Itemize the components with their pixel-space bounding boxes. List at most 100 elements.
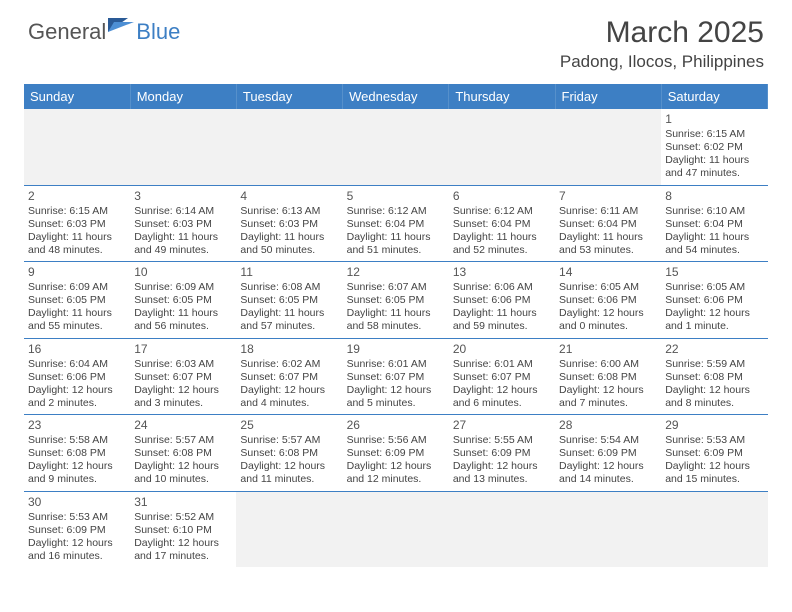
day-number: 21 bbox=[559, 342, 657, 357]
daylight-text: Daylight: 11 hours and 50 minutes. bbox=[240, 231, 338, 257]
weekday-header: Monday bbox=[130, 84, 236, 109]
sunrise-text: Sunrise: 6:14 AM bbox=[134, 205, 232, 218]
sunrise-text: Sunrise: 5:58 AM bbox=[28, 434, 126, 447]
sunset-text: Sunset: 6:07 PM bbox=[134, 371, 232, 384]
calendar-row: 9Sunrise: 6:09 AMSunset: 6:05 PMDaylight… bbox=[24, 262, 768, 339]
sunset-text: Sunset: 6:09 PM bbox=[665, 447, 763, 460]
daylight-text: Daylight: 11 hours and 56 minutes. bbox=[134, 307, 232, 333]
day-number: 18 bbox=[240, 342, 338, 357]
daylight-text: Daylight: 11 hours and 49 minutes. bbox=[134, 231, 232, 257]
calendar-cell: 22Sunrise: 5:59 AMSunset: 6:08 PMDayligh… bbox=[661, 338, 767, 415]
daylight-text: Daylight: 12 hours and 0 minutes. bbox=[559, 307, 657, 333]
calendar-cell: 21Sunrise: 6:00 AMSunset: 6:08 PMDayligh… bbox=[555, 338, 661, 415]
sunset-text: Sunset: 6:07 PM bbox=[347, 371, 445, 384]
day-number: 17 bbox=[134, 342, 232, 357]
logo: General Blue bbox=[28, 16, 180, 48]
weekday-header: Saturday bbox=[661, 84, 767, 109]
calendar-table: SundayMondayTuesdayWednesdayThursdayFrid… bbox=[24, 84, 768, 567]
weekday-header: Tuesday bbox=[236, 84, 342, 109]
daylight-text: Daylight: 12 hours and 8 minutes. bbox=[665, 384, 763, 410]
calendar-cell: 1Sunrise: 6:15 AMSunset: 6:02 PMDaylight… bbox=[661, 109, 767, 185]
page-title: March 2025 bbox=[560, 16, 764, 50]
day-number: 23 bbox=[28, 418, 126, 433]
calendar-cell bbox=[661, 491, 767, 567]
sunset-text: Sunset: 6:09 PM bbox=[28, 524, 126, 537]
calendar-row: 16Sunrise: 6:04 AMSunset: 6:06 PMDayligh… bbox=[24, 338, 768, 415]
header: General Blue March 2025 Padong, Ilocos, … bbox=[0, 0, 792, 78]
daylight-text: Daylight: 12 hours and 14 minutes. bbox=[559, 460, 657, 486]
day-number: 31 bbox=[134, 495, 232, 510]
sunset-text: Sunset: 6:08 PM bbox=[28, 447, 126, 460]
day-number: 5 bbox=[347, 189, 445, 204]
sunset-text: Sunset: 6:05 PM bbox=[347, 294, 445, 307]
sunset-text: Sunset: 6:06 PM bbox=[559, 294, 657, 307]
calendar-cell: 17Sunrise: 6:03 AMSunset: 6:07 PMDayligh… bbox=[130, 338, 236, 415]
calendar-body: 1Sunrise: 6:15 AMSunset: 6:02 PMDaylight… bbox=[24, 109, 768, 567]
calendar-cell bbox=[449, 491, 555, 567]
sunset-text: Sunset: 6:03 PM bbox=[134, 218, 232, 231]
day-number: 7 bbox=[559, 189, 657, 204]
daylight-text: Daylight: 11 hours and 48 minutes. bbox=[28, 231, 126, 257]
daylight-text: Daylight: 12 hours and 3 minutes. bbox=[134, 384, 232, 410]
daylight-text: Daylight: 12 hours and 17 minutes. bbox=[134, 537, 232, 563]
day-number: 3 bbox=[134, 189, 232, 204]
day-number: 6 bbox=[453, 189, 551, 204]
sunrise-text: Sunrise: 6:13 AM bbox=[240, 205, 338, 218]
daylight-text: Daylight: 12 hours and 5 minutes. bbox=[347, 384, 445, 410]
sunset-text: Sunset: 6:06 PM bbox=[665, 294, 763, 307]
sunrise-text: Sunrise: 5:53 AM bbox=[665, 434, 763, 447]
weekday-header: Wednesday bbox=[343, 84, 449, 109]
weekday-header: Thursday bbox=[449, 84, 555, 109]
sunrise-text: Sunrise: 5:56 AM bbox=[347, 434, 445, 447]
sunset-text: Sunset: 6:04 PM bbox=[347, 218, 445, 231]
calendar-cell: 11Sunrise: 6:08 AMSunset: 6:05 PMDayligh… bbox=[236, 262, 342, 339]
day-number: 20 bbox=[453, 342, 551, 357]
sunrise-text: Sunrise: 6:05 AM bbox=[559, 281, 657, 294]
sunrise-text: Sunrise: 6:03 AM bbox=[134, 358, 232, 371]
day-number: 12 bbox=[347, 265, 445, 280]
calendar-cell: 18Sunrise: 6:02 AMSunset: 6:07 PMDayligh… bbox=[236, 338, 342, 415]
sunrise-text: Sunrise: 5:54 AM bbox=[559, 434, 657, 447]
day-number: 19 bbox=[347, 342, 445, 357]
sunrise-text: Sunrise: 5:57 AM bbox=[134, 434, 232, 447]
sunrise-text: Sunrise: 6:05 AM bbox=[665, 281, 763, 294]
calendar-cell: 13Sunrise: 6:06 AMSunset: 6:06 PMDayligh… bbox=[449, 262, 555, 339]
location-subtitle: Padong, Ilocos, Philippines bbox=[560, 52, 764, 72]
day-number: 8 bbox=[665, 189, 763, 204]
daylight-text: Daylight: 12 hours and 4 minutes. bbox=[240, 384, 338, 410]
sunrise-text: Sunrise: 6:01 AM bbox=[453, 358, 551, 371]
sunrise-text: Sunrise: 6:12 AM bbox=[347, 205, 445, 218]
calendar-cell: 3Sunrise: 6:14 AMSunset: 6:03 PMDaylight… bbox=[130, 185, 236, 262]
sunset-text: Sunset: 6:03 PM bbox=[240, 218, 338, 231]
calendar-row: 2Sunrise: 6:15 AMSunset: 6:03 PMDaylight… bbox=[24, 185, 768, 262]
calendar-cell: 23Sunrise: 5:58 AMSunset: 6:08 PMDayligh… bbox=[24, 415, 130, 492]
day-number: 1 bbox=[665, 112, 763, 127]
sunrise-text: Sunrise: 6:09 AM bbox=[134, 281, 232, 294]
weekday-header: Friday bbox=[555, 84, 661, 109]
day-number: 14 bbox=[559, 265, 657, 280]
sunset-text: Sunset: 6:08 PM bbox=[134, 447, 232, 460]
weekday-header-row: SundayMondayTuesdayWednesdayThursdayFrid… bbox=[24, 84, 768, 109]
sunset-text: Sunset: 6:06 PM bbox=[453, 294, 551, 307]
daylight-text: Daylight: 11 hours and 47 minutes. bbox=[665, 154, 763, 180]
sunrise-text: Sunrise: 6:06 AM bbox=[453, 281, 551, 294]
sunset-text: Sunset: 6:05 PM bbox=[28, 294, 126, 307]
calendar-cell: 20Sunrise: 6:01 AMSunset: 6:07 PMDayligh… bbox=[449, 338, 555, 415]
sunset-text: Sunset: 6:09 PM bbox=[453, 447, 551, 460]
sunset-text: Sunset: 6:04 PM bbox=[453, 218, 551, 231]
calendar-row: 23Sunrise: 5:58 AMSunset: 6:08 PMDayligh… bbox=[24, 415, 768, 492]
calendar-cell: 16Sunrise: 6:04 AMSunset: 6:06 PMDayligh… bbox=[24, 338, 130, 415]
flag-icon bbox=[108, 16, 136, 42]
day-number: 11 bbox=[240, 265, 338, 280]
sunrise-text: Sunrise: 5:55 AM bbox=[453, 434, 551, 447]
daylight-text: Daylight: 11 hours and 53 minutes. bbox=[559, 231, 657, 257]
day-number: 30 bbox=[28, 495, 126, 510]
day-number: 13 bbox=[453, 265, 551, 280]
calendar-cell bbox=[24, 109, 130, 185]
sunrise-text: Sunrise: 6:02 AM bbox=[240, 358, 338, 371]
daylight-text: Daylight: 12 hours and 9 minutes. bbox=[28, 460, 126, 486]
sunrise-text: Sunrise: 6:01 AM bbox=[347, 358, 445, 371]
daylight-text: Daylight: 11 hours and 57 minutes. bbox=[240, 307, 338, 333]
day-number: 2 bbox=[28, 189, 126, 204]
sunrise-text: Sunrise: 6:10 AM bbox=[665, 205, 763, 218]
